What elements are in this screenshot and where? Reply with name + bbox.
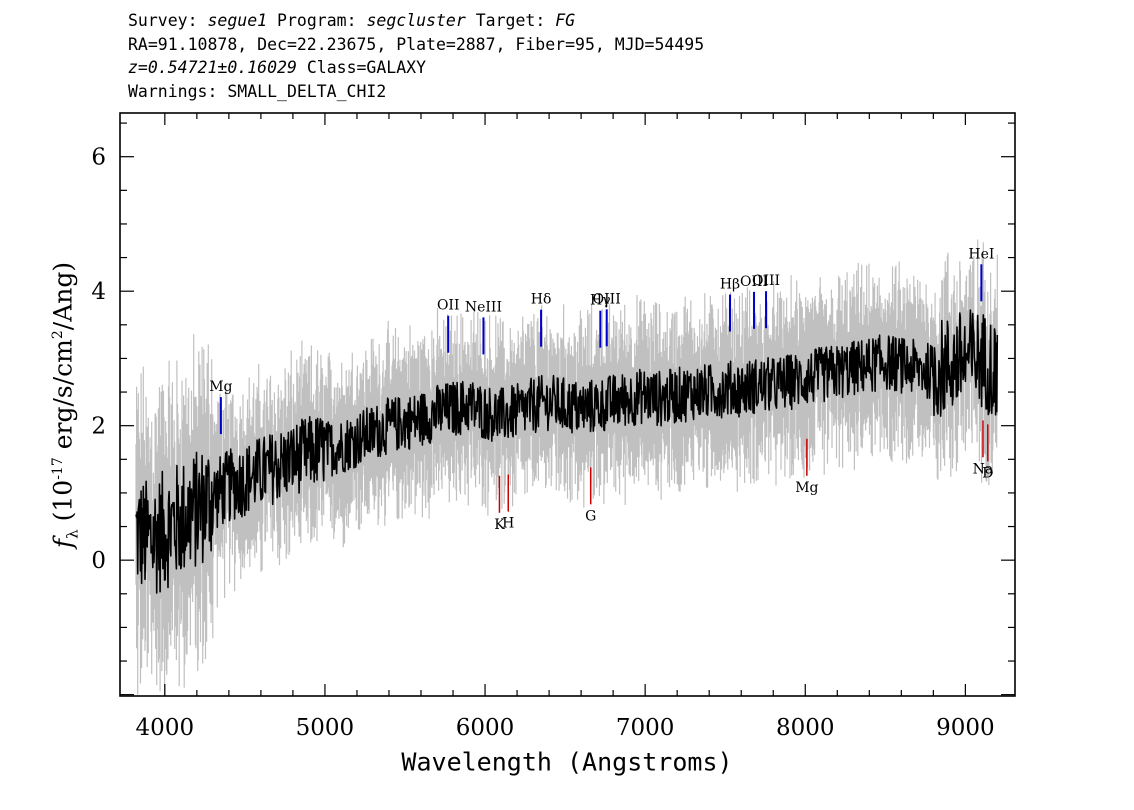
x-tick-label: 7000 <box>616 715 675 741</box>
emission-line-label: NeIII <box>465 299 502 315</box>
redshift-value: z=0.54721±0.16029 <box>128 58 297 78</box>
y-axis-label-units-end: /Ang) <box>48 261 78 331</box>
absorption-line-label: Na <box>973 461 994 477</box>
x-tick-label: 4000 <box>136 715 195 741</box>
absorption-line-label: G <box>585 508 596 524</box>
survey-label: Survey: <box>128 11 198 30</box>
axis-ticks <box>120 113 1015 696</box>
absorption-line-label: H <box>502 516 514 532</box>
target-label: Target: <box>475 11 546 30</box>
plot-frame <box>119 112 1016 697</box>
target-value: FG <box>555 11 576 30</box>
header-line-warnings: Warnings: SMALL_DELTA_CHI2 <box>128 81 387 101</box>
x-tick-label: 9000 <box>936 715 995 741</box>
emission-line-label: Hδ <box>531 292 552 308</box>
y-tick-label: 4 <box>91 279 106 305</box>
absorption-line-label: Mg <box>795 480 818 496</box>
absorption-line-label: D <box>982 465 993 481</box>
y-axis-label-units-exp: 2 <box>50 330 67 340</box>
survey-value: segue1 <box>207 11 268 30</box>
header-line-survey: Survey: segue1 Program: segcluster Targe… <box>128 9 704 33</box>
header-line-coords: RA=91.10878, Dec=22.23675, Plate=2887, F… <box>128 34 705 54</box>
spectrum-header: Survey: segue1 Program: segcluster Targe… <box>128 9 704 103</box>
y-axis-label-text: (10 <box>48 479 78 522</box>
y-tick-label: 0 <box>91 548 106 574</box>
header-line-redshift: z=0.54721±0.16029 Class=GALAXY <box>128 56 704 80</box>
axis-tick-labels: 4000 5000 6000 7000 8000 9000 0 2 4 6 <box>91 145 994 741</box>
y-axis-label-units: erg/s/cm <box>48 339 78 458</box>
emission-line-label: HeI <box>968 246 994 262</box>
emission-line-label: Hγ <box>590 293 611 309</box>
absorption-line-label: K <box>494 517 505 533</box>
x-axis-label: Wavelength (Angstroms) <box>401 747 733 777</box>
x-tick-label: 8000 <box>776 715 835 741</box>
emission-line-label: OIII <box>593 291 621 307</box>
flux-line <box>135 309 999 594</box>
program-label: Program: <box>277 11 357 30</box>
emission-line-label: OIII <box>740 274 768 290</box>
class-value: Class=GALAXY <box>306 58 427 78</box>
y-axis-label-exp: -17 <box>50 457 67 480</box>
y-tick-label: 2 <box>91 414 106 440</box>
y-axis-label: fλ (10-17 erg/s/cm2/Ang) <box>48 261 82 549</box>
flux-series <box>135 309 999 594</box>
emission-line-label: OIII <box>752 273 780 289</box>
program-value: segcluster <box>366 11 466 30</box>
x-tick-label: 5000 <box>296 715 355 741</box>
emission-line-label: Hβ <box>720 277 740 293</box>
x-tick-label: 6000 <box>456 715 515 741</box>
y-tick-label: 6 <box>91 145 106 171</box>
emission-line-label: Mg <box>209 379 232 395</box>
emission-line-label: OII <box>437 298 460 314</box>
